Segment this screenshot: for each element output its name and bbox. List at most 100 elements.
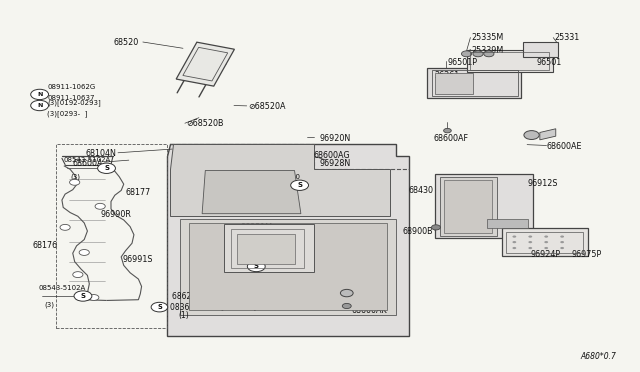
Text: A680*0.7: A680*0.7	[580, 352, 616, 361]
Polygon shape	[170, 144, 390, 215]
Text: 96920N: 96920N	[320, 134, 351, 143]
Text: (3)[0192-0293]: (3)[0192-0293]	[47, 99, 101, 106]
Bar	[427, 68, 522, 98]
Text: 25335M: 25335M	[472, 33, 504, 42]
Bar	[523, 42, 557, 57]
Circle shape	[291, 180, 308, 190]
Circle shape	[560, 241, 564, 243]
Polygon shape	[540, 129, 556, 140]
Circle shape	[461, 51, 472, 57]
Circle shape	[513, 247, 516, 249]
Circle shape	[74, 291, 92, 301]
Text: (4): (4)	[217, 272, 227, 278]
Text: 96501P: 96501P	[447, 58, 477, 67]
Circle shape	[151, 302, 168, 312]
Text: 08363-61238[0293-   ]: 08363-61238[0293- ]	[170, 302, 257, 312]
Bar	[435, 73, 473, 94]
Text: 68600AF: 68600AF	[433, 134, 468, 143]
Bar	[470, 52, 549, 70]
Text: (1): (1)	[179, 311, 189, 320]
Text: 26261: 26261	[435, 71, 460, 80]
Text: 08911-10637: 08911-10637	[47, 95, 95, 101]
Text: S: S	[254, 263, 259, 269]
Bar	[180, 219, 396, 315]
Text: 68600AG: 68600AG	[314, 151, 350, 160]
Circle shape	[484, 51, 494, 57]
Polygon shape	[202, 170, 301, 214]
Text: 96928N: 96928N	[320, 159, 351, 169]
Circle shape	[560, 235, 564, 238]
Text: 68176: 68176	[33, 241, 58, 250]
Text: 68600A: 68600A	[73, 158, 103, 168]
Text: 68600AK: 68600AK	[352, 306, 387, 315]
Text: 96975P: 96975P	[572, 250, 602, 259]
Bar	[502, 228, 588, 256]
Circle shape	[31, 100, 49, 111]
Circle shape	[247, 261, 265, 272]
Bar	[231, 229, 304, 268]
Text: 68600AE: 68600AE	[546, 142, 582, 151]
Text: 96990R: 96990R	[100, 210, 131, 219]
Text: 08543-5102A: 08543-5102A	[38, 285, 86, 291]
Text: 68177: 68177	[125, 188, 151, 197]
Text: 25339M: 25339M	[472, 46, 504, 55]
Circle shape	[73, 272, 83, 278]
Bar	[440, 177, 497, 236]
Bar	[444, 180, 492, 233]
Bar	[189, 223, 387, 310]
Text: S: S	[297, 182, 302, 188]
Circle shape	[340, 289, 353, 297]
Text: S: S	[104, 165, 109, 171]
Circle shape	[544, 247, 548, 249]
Text: 96991S: 96991S	[122, 254, 153, 264]
Circle shape	[89, 295, 99, 301]
Text: (3)[0293-  ]: (3)[0293- ]	[47, 110, 88, 117]
Circle shape	[544, 241, 548, 243]
Text: 96912S: 96912S	[527, 179, 557, 187]
Bar	[431, 70, 518, 96]
Circle shape	[513, 235, 516, 238]
Circle shape	[342, 304, 351, 309]
Bar	[225, 224, 314, 272]
Text: 96990T: 96990T	[352, 294, 382, 303]
Bar	[506, 232, 582, 253]
Text: 96931M: 96931M	[241, 223, 273, 232]
Circle shape	[79, 250, 90, 256]
Circle shape	[70, 179, 80, 185]
Circle shape	[544, 235, 548, 238]
Bar	[56, 144, 167, 328]
Circle shape	[98, 163, 115, 173]
Circle shape	[431, 225, 440, 230]
Polygon shape	[176, 42, 234, 86]
Polygon shape	[167, 144, 409, 336]
Text: (4): (4)	[259, 190, 269, 197]
Bar	[435, 174, 534, 238]
Text: S: S	[81, 293, 86, 299]
Text: 25331: 25331	[554, 33, 580, 42]
Circle shape	[31, 89, 49, 100]
Circle shape	[529, 241, 532, 243]
Circle shape	[513, 241, 516, 243]
Text: 68104N: 68104N	[85, 149, 116, 158]
Text: 08911-1062G: 08911-1062G	[47, 84, 95, 90]
Text: 08543-5102A: 08543-5102A	[64, 157, 111, 163]
Circle shape	[444, 128, 451, 133]
Text: N: N	[37, 92, 42, 97]
Circle shape	[60, 224, 70, 230]
Text: ⊘68520B: ⊘68520B	[186, 119, 224, 128]
Text: 68520: 68520	[113, 38, 138, 46]
Text: 08510-41210: 08510-41210	[211, 255, 257, 261]
Text: 68900B: 68900B	[403, 227, 433, 235]
Text: 96501: 96501	[537, 58, 562, 67]
Circle shape	[524, 131, 540, 140]
Text: (3): (3)	[45, 301, 55, 308]
Circle shape	[560, 247, 564, 249]
Text: 68430: 68430	[408, 186, 433, 195]
Text: ⊘68520A: ⊘68520A	[248, 102, 286, 111]
Text: (3): (3)	[70, 173, 80, 180]
Text: 96924P: 96924P	[531, 250, 561, 259]
Circle shape	[529, 247, 532, 249]
Text: 68621AA [0192-0293]: 68621AA [0192-0293]	[172, 292, 257, 301]
Circle shape	[529, 235, 532, 238]
Circle shape	[473, 51, 483, 57]
